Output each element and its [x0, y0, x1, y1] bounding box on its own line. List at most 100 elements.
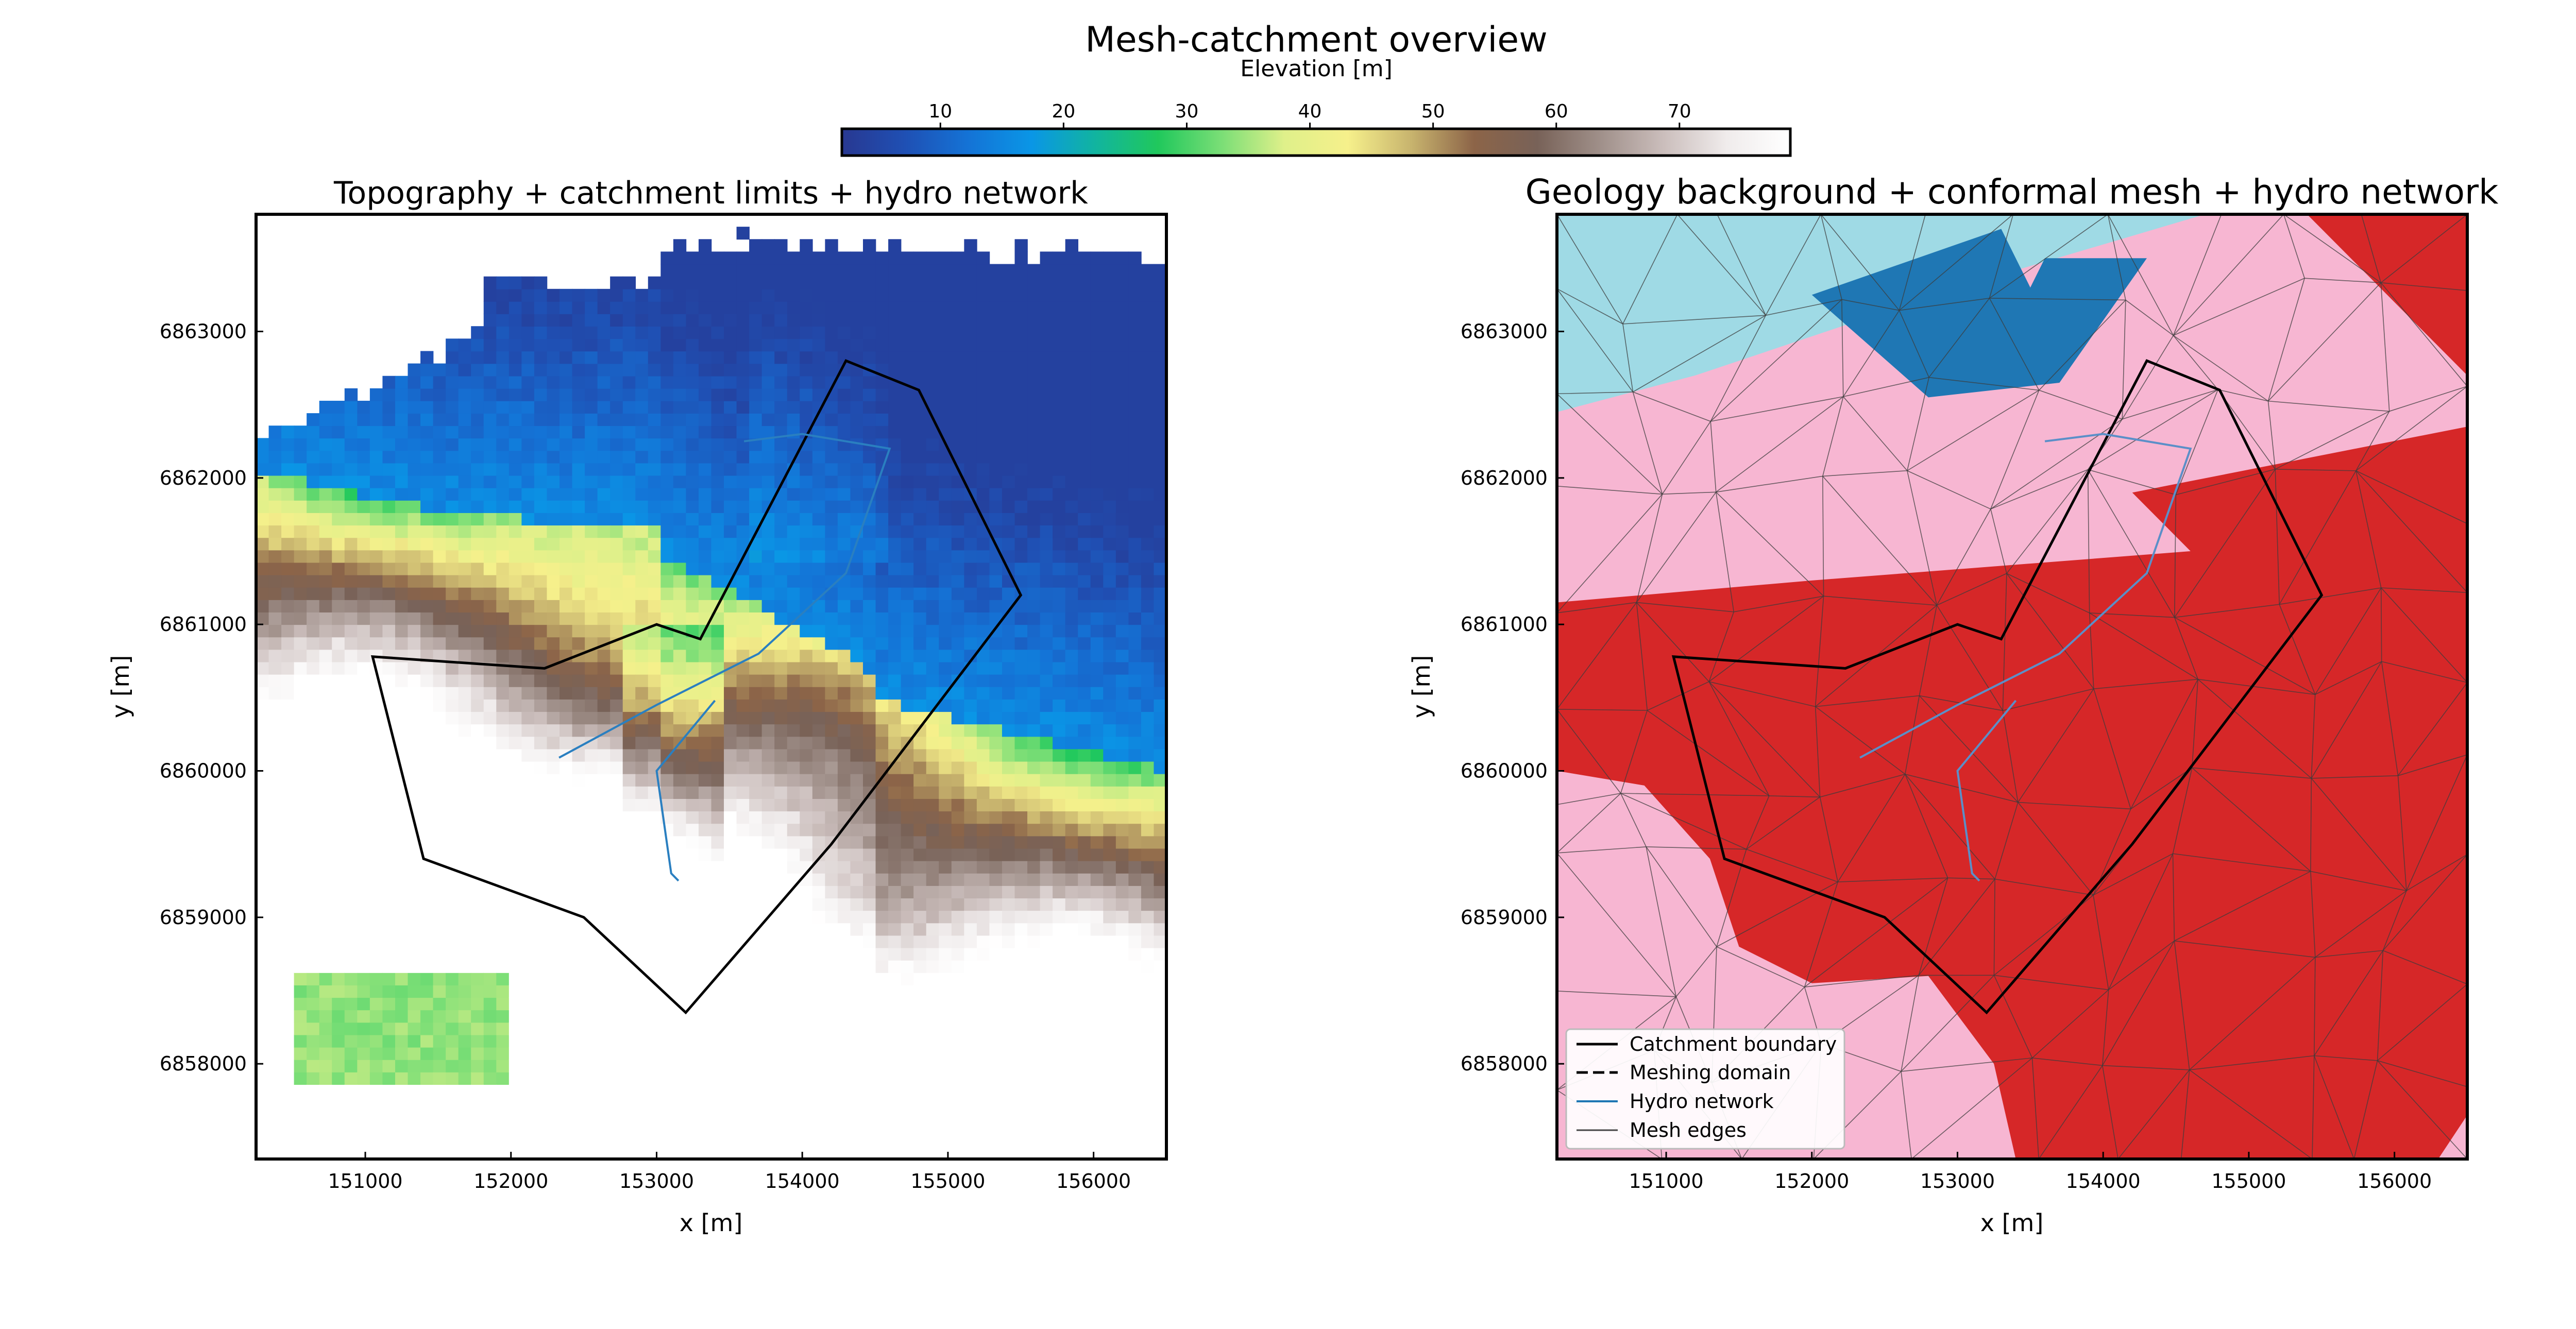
elevation-cell [1090, 537, 1104, 551]
elevation-cell [610, 1034, 623, 1048]
elevation-cell [1014, 1134, 1028, 1147]
elevation-cell [761, 885, 775, 899]
elevation-cell [951, 1146, 965, 1159]
elevation-cell [1115, 1047, 1129, 1060]
elevation-cell [509, 624, 522, 638]
elevation-cell [610, 985, 623, 998]
elevation-cell [622, 487, 636, 501]
elevation-cell [1027, 1022, 1041, 1035]
elevation-cell [648, 711, 662, 725]
elevation-cell [926, 997, 940, 1011]
elevation-cell [660, 537, 674, 551]
elevation-cell [483, 898, 497, 911]
elevation-cell [901, 860, 914, 874]
elevation-cell [332, 761, 345, 774]
elevation-cell [673, 487, 687, 501]
elevation-cell [622, 562, 636, 575]
elevation-cell [458, 798, 472, 812]
elevation-cell [1141, 600, 1155, 613]
elevation-cell [369, 624, 383, 638]
elevation-cell [635, 1097, 649, 1110]
elevation-cell [673, 1121, 687, 1135]
elevation-cell [1090, 873, 1104, 886]
elevation-cell [509, 600, 522, 613]
elevation-cell [560, 724, 573, 737]
elevation-cell [901, 649, 914, 662]
elevation-cell [800, 450, 813, 464]
elevation-cell [761, 773, 775, 787]
elevation-cell [989, 898, 1003, 911]
elevation-cell [1065, 960, 1079, 973]
elevation-cell [471, 711, 484, 725]
elevation-cell [1065, 935, 1079, 948]
elevation-cell [825, 711, 838, 725]
elevation-cell [686, 425, 699, 439]
elevation-cell [509, 960, 522, 973]
elevation-cell [901, 699, 914, 712]
elevation-cell [1065, 413, 1079, 427]
elevation-cell [294, 674, 307, 687]
elevation-cell [724, 351, 737, 364]
elevation-cell [901, 873, 914, 886]
elevation-cell [547, 612, 560, 625]
elevation-cell [622, 997, 636, 1011]
elevation-cell [1053, 649, 1066, 662]
elevation-cell [761, 1022, 775, 1035]
elevation-cell [534, 301, 548, 314]
elevation-cell [774, 326, 788, 339]
elevation-cell [951, 923, 965, 936]
elevation-cell [433, 500, 446, 513]
elevation-cell [307, 898, 320, 911]
elevation-cell [420, 388, 434, 401]
elevation-cell [268, 587, 282, 600]
elevation-cell [256, 450, 269, 464]
elevation-cell [319, 624, 333, 638]
elevation-cell [446, 600, 459, 613]
elevation-cell [1141, 624, 1155, 638]
elevation-cell [1027, 376, 1041, 389]
elevation-cell [749, 786, 762, 799]
elevation-cell [1115, 525, 1129, 538]
elevation-cell [307, 798, 320, 812]
elevation-cell [875, 960, 889, 973]
elevation-cell [964, 513, 977, 526]
elevation-cell [1103, 973, 1116, 985]
elevation-cell [1065, 773, 1079, 787]
elevation-cell [648, 1121, 662, 1135]
elevation-cell [1053, 624, 1066, 638]
elevation-cell [1014, 413, 1028, 427]
elevation-cell [1090, 935, 1104, 948]
elevation-cell [369, 1010, 383, 1023]
elevation-cell [610, 1072, 623, 1085]
elevation-cell [585, 388, 598, 401]
elevation-cell [1103, 264, 1116, 277]
elevation-cell [610, 338, 623, 352]
elevation-cell [648, 885, 662, 899]
elevation-cell [496, 848, 510, 861]
elevation-cell [1014, 649, 1028, 662]
elevation-cell [509, 661, 522, 675]
elevation-cell [585, 376, 598, 389]
elevation-cell [1040, 649, 1053, 662]
elevation-cell [749, 1059, 762, 1072]
elevation-cell [1090, 885, 1104, 899]
elevation-cell [521, 1034, 535, 1048]
elevation-cell [825, 1010, 838, 1023]
elevation-cell [307, 425, 320, 439]
elevation-cell [357, 773, 370, 787]
elevation-cell [761, 1146, 775, 1159]
elevation-cell [939, 525, 952, 538]
elevation-cell [281, 811, 295, 824]
elevation-cell [951, 786, 965, 799]
elevation-cell [560, 537, 573, 551]
elevation-cell [268, 898, 282, 911]
elevation-cell [1141, 1010, 1155, 1023]
elevation-cell [888, 326, 902, 339]
elevation-cell [344, 562, 358, 575]
elevation-cell [446, 537, 459, 551]
elevation-cell [420, 748, 434, 762]
elevation-cell [433, 413, 446, 427]
elevation-cell [711, 1121, 724, 1135]
elevation-cell [534, 823, 548, 837]
elevation-cell [1141, 786, 1155, 799]
